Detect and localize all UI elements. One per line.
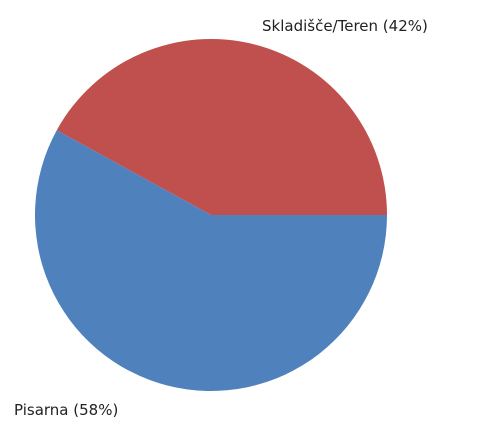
- slice-category: Skladišče/Teren: [262, 17, 378, 35]
- pie-slice: [56, 38, 388, 216]
- slice-category: Pisarna: [14, 401, 69, 419]
- slice-label: Pisarna (58%): [14, 401, 118, 419]
- slice-value: (58%): [73, 401, 118, 419]
- slice-label: Skladišče/Teren (42%): [262, 17, 428, 35]
- slice-value: (42%): [383, 17, 428, 35]
- pie-slice: [35, 130, 388, 391]
